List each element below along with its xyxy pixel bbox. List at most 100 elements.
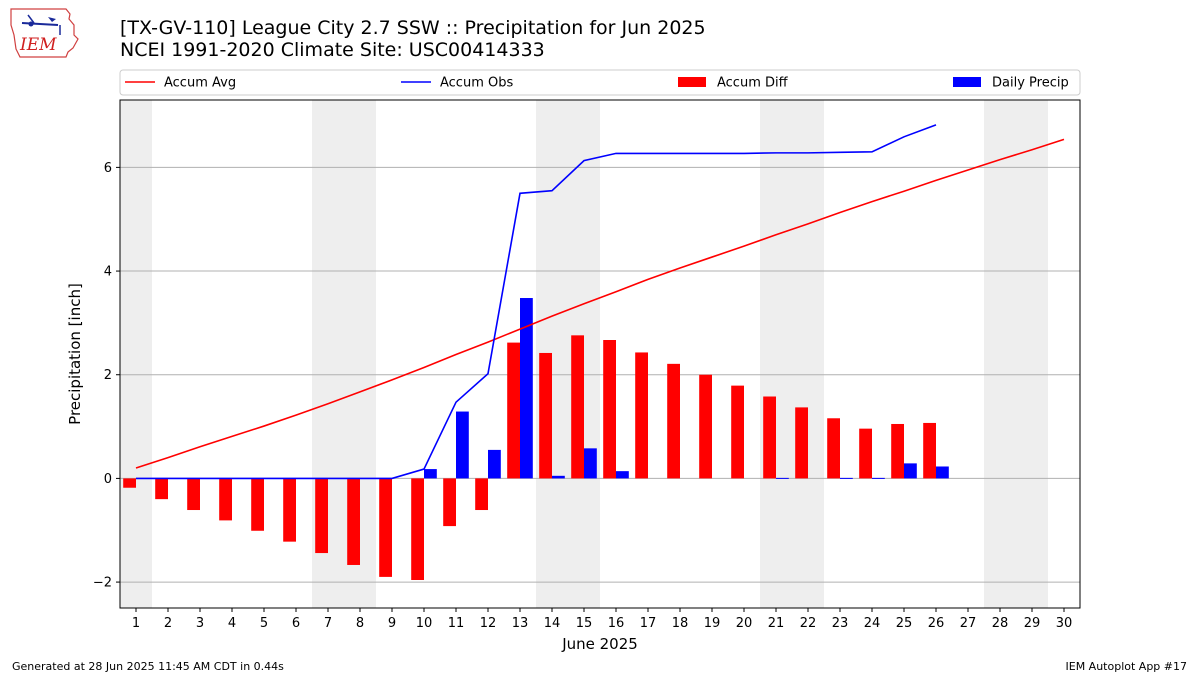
- accum-diff-bar: [123, 478, 136, 488]
- accum-diff-bar: [283, 478, 296, 542]
- daily-precip-bar: [616, 471, 629, 479]
- accum-diff-bar: [699, 374, 712, 479]
- chart-title: [TX-GV-110] League City 2.7 SSW :: Preci…: [120, 17, 706, 39]
- y-axis-label: Precipitation [inch]: [66, 283, 84, 425]
- daily-precip-bar: [936, 466, 949, 479]
- daily-precip-bar: [520, 298, 533, 479]
- x-tick-label: 16: [608, 616, 625, 631]
- accum-diff-bar: [315, 478, 328, 554]
- legend-box: [119, 69, 1081, 96]
- accum-diff-bar: [795, 407, 808, 479]
- bars: [123, 298, 949, 581]
- accum-diff-bar: [475, 478, 488, 511]
- x-tick-label: 30: [1056, 616, 1073, 631]
- x-tick-label: 24: [864, 616, 881, 631]
- accum-diff-bar: [667, 363, 680, 479]
- x-tick-label: 29: [1024, 616, 1041, 631]
- accum-diff-bar: [411, 478, 424, 581]
- accum-diff-bar: [891, 423, 904, 479]
- daily-precip-bar: [424, 469, 437, 479]
- accum-diff-bar: [539, 352, 552, 479]
- accum-diff-bar: [219, 478, 232, 521]
- accum-obs-line: [136, 124, 937, 480]
- legend-label: Accum Obs: [440, 76, 513, 91]
- legend-bar-swatch: [678, 77, 706, 87]
- weekend-band: [760, 100, 824, 608]
- accum-diff-bar: [923, 422, 936, 479]
- x-tick-label: 5: [260, 616, 268, 631]
- daily-precip-bar: [776, 477, 789, 479]
- accum-diff-bar: [507, 342, 520, 479]
- daily-precip-bar: [552, 475, 565, 479]
- x-tick-label: 28: [992, 616, 1009, 631]
- legend-bar-swatch: [953, 77, 981, 87]
- daily-precip-bar: [488, 449, 501, 479]
- accum-diff-bar: [347, 478, 360, 565]
- accum-diff-bar: [731, 385, 744, 479]
- x-tick-label: 7: [324, 616, 332, 631]
- x-tick-label: 23: [832, 616, 849, 631]
- x-tick-label: 10: [416, 616, 433, 631]
- daily-precip-bar: [584, 448, 597, 479]
- y-tick-label: 2: [104, 368, 112, 383]
- weekend-band: [120, 100, 152, 608]
- daily-precip-bar: [872, 477, 885, 479]
- x-tick-label: 8: [356, 616, 364, 631]
- generated-timestamp: Generated at 28 Jun 2025 11:45 AM CDT in…: [12, 660, 284, 673]
- weekend-bands: [120, 100, 1048, 608]
- iem-logo: IEM: [10, 8, 79, 58]
- x-tick-label: 6: [292, 616, 300, 631]
- daily-precip-bar: [904, 463, 917, 479]
- x-tick-label: 3: [196, 616, 204, 631]
- daily-precip-bar: [840, 477, 853, 479]
- x-tick-label: 14: [544, 616, 561, 631]
- logo-text: IEM: [19, 35, 57, 55]
- accum-diff-bar: [827, 418, 840, 479]
- y-tick-label: 0: [104, 472, 112, 487]
- x-tick-label: 17: [640, 616, 657, 631]
- chart-subtitle: NCEI 1991-2020 Climate Site: USC00414333: [120, 39, 545, 61]
- accum-diff-bar: [859, 428, 872, 479]
- series-lines: [135, 124, 1065, 480]
- app-credit: IEM Autoplot App #17: [1065, 660, 1188, 673]
- x-tick-label: 11: [448, 616, 465, 631]
- x-tick-label: 26: [928, 616, 945, 631]
- weekend-band: [984, 100, 1048, 608]
- x-axis-label: June 2025: [561, 635, 638, 653]
- x-tick-label: 15: [576, 616, 593, 631]
- legend: Accum Avg Accum Obs Accum Diff Daily Precip: [119, 69, 1081, 96]
- x-tick-label: 27: [960, 616, 977, 631]
- accum-diff-bar: [763, 396, 776, 479]
- accum-avg-line: [135, 138, 1065, 469]
- x-tick-label: 22: [800, 616, 817, 631]
- x-tick-label: 2: [164, 616, 172, 631]
- plot-frame: [119, 99, 1081, 609]
- accum-diff-bar: [603, 340, 616, 479]
- y-tick-label: 6: [104, 161, 112, 176]
- legend-label: Accum Diff: [717, 76, 789, 91]
- x-tick-label: 1: [132, 616, 140, 631]
- accum-diff-bar: [571, 335, 584, 479]
- x-tick-label: 20: [736, 616, 753, 631]
- x-tick-label: 19: [704, 616, 721, 631]
- accum-diff-bar: [251, 478, 264, 531]
- x-tick-label: 18: [672, 616, 689, 631]
- grid-lines: [120, 166, 1080, 583]
- legend-label: Daily Precip: [992, 76, 1069, 91]
- accum-diff-bar: [443, 478, 456, 527]
- accum-diff-bar: [187, 478, 200, 511]
- y-tick-label: −2: [93, 576, 112, 591]
- x-tick-label: 12: [480, 616, 497, 631]
- x-tick-label: 9: [388, 616, 396, 631]
- x-tick-label: 4: [228, 616, 236, 631]
- x-tick-label: 21: [768, 616, 785, 631]
- legend-label: Accum Avg: [164, 76, 236, 91]
- iowa-outline-icon: [10, 8, 79, 58]
- daily-precip-bar: [456, 411, 469, 479]
- accum-diff-bar: [379, 478, 392, 577]
- x-tick-label: 25: [896, 616, 913, 631]
- accum-diff-bar: [635, 352, 648, 479]
- accum-diff-bar: [155, 478, 168, 500]
